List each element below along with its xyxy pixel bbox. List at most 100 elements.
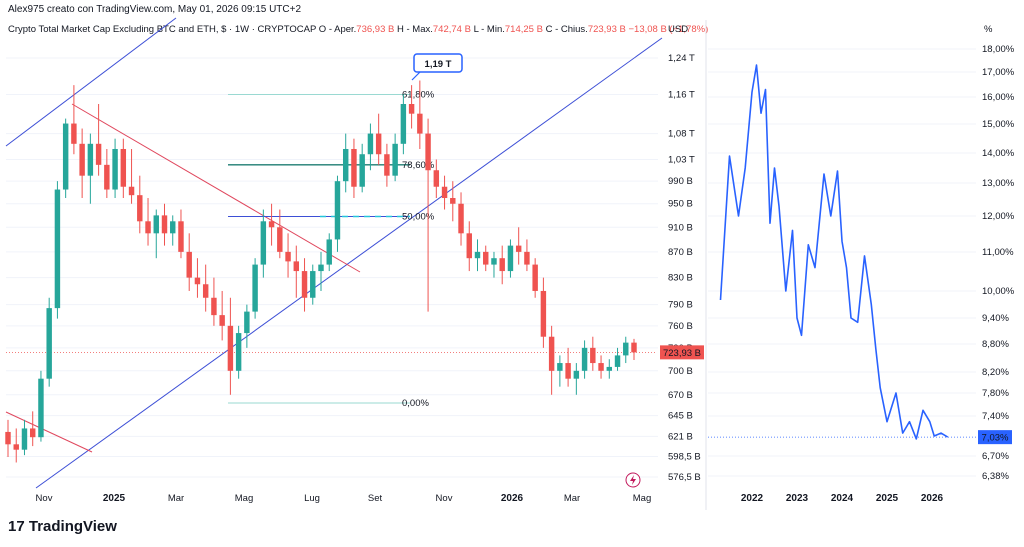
candle-body [46,308,52,379]
candle-body [29,428,36,438]
candle-body [548,336,555,371]
dominance-axis-tick: 6,70% [982,451,1009,462]
candle-body [120,148,127,187]
candle-body [491,258,497,265]
candle-body [54,189,61,309]
price-axis-tick: 598,5 B [668,452,701,463]
candle-body [441,186,448,199]
dominance-last-value-tag [978,430,1012,445]
candle-body [170,221,176,234]
last-price-label: 723,93 B [663,348,701,359]
price-axis-tick: 1,24 T [668,53,695,64]
dominance-last-value-label: 7,03% [982,433,1009,444]
short-descending-trendline [5,411,93,453]
dominance-axis-tick: 10,00% [982,286,1015,297]
candle-body [598,363,604,371]
candle-body [623,342,629,356]
candle-body [581,347,588,371]
candle-body [285,251,291,262]
candle-body [590,347,596,364]
candle-body [326,239,332,265]
change-value: −13,08 B (−1,78%) [628,24,709,35]
candle-body [483,251,489,265]
price-axis-tick: 1,08 T [668,129,695,140]
dominance-axis-tick: 6,38% [982,471,1009,482]
dominance-time-axis-tick: 2025 [876,493,899,504]
time-axis-tick: Set [368,493,383,504]
candle-body [375,133,382,155]
ascending-trendline [35,37,663,489]
price-axis-tick: 645 B [668,411,693,422]
time-axis-tick: Nov [36,493,53,504]
candle-body [277,227,283,252]
candle-body [425,133,431,171]
symbol-legend: Crypto Total Market Cap Excluding BTC an… [8,24,708,35]
open-value: 736,93 B [356,24,395,35]
time-axis-tick: 2026 [501,493,524,504]
candle-body [145,221,151,234]
last-price-tag [660,345,704,360]
candle-body [540,290,547,337]
candle-body [557,363,563,371]
lightning-icon-bolt [630,475,636,485]
candle-body [227,325,234,371]
candle-body [359,154,365,187]
candle-body [334,181,341,240]
dominance-axis-tick: 11,00% [982,247,1014,258]
dominance-axis-tick: 9,40% [982,313,1009,324]
peak-callout: 1,19 T [411,53,463,81]
price-axis-tick: 910 B [668,222,693,233]
close-label: C - Chius. [545,24,588,35]
candle-body [532,264,538,291]
candle-body [194,277,201,285]
dominance-axis-tick: 17,00% [982,67,1015,78]
peak-callout-label: 1,19 T [425,59,452,70]
candle-body [161,215,168,234]
dominance-time-axis-tick: 2026 [921,493,944,504]
candle-body [244,311,250,334]
candle-body [301,271,308,298]
candle-body [260,221,267,265]
candle-body [137,195,143,222]
candle-body [450,198,456,204]
time-axis-tick: Mar [168,493,184,504]
candle-body [367,133,374,155]
price-axis-tick: 621 B [668,431,693,442]
candle-body [507,245,514,272]
candle-body [458,203,464,234]
dominance-axis-unit: % [984,24,993,35]
dominance-axis-tick: 14,00% [982,148,1015,159]
time-axis-tick: Mag [633,493,651,504]
candle-body [153,215,159,234]
candle-body [631,342,637,353]
price-axis-tick: 870 B [668,247,693,258]
brand-name: TradingView [28,518,117,535]
time-axis-tick: Mag [235,493,253,504]
candle-body [178,221,184,252]
price-axis-tick: 830 B [668,273,693,284]
descending-trendline [71,103,361,273]
candle-body [614,355,621,367]
low-label: L - Min. [473,24,505,35]
tradingview-logo-icon: 17 [8,518,29,535]
candle-body [219,315,225,326]
dominance-axis-tick: 8,20% [982,367,1009,378]
candle-body [293,261,300,272]
candle-body [351,148,357,187]
candle-body [474,251,481,259]
price-axis-unit: USD [668,24,688,35]
candle-body [252,264,258,312]
candle-body [202,284,209,298]
dominance-series-line [719,64,949,440]
dominance-axis-tick: 13,00% [982,178,1015,189]
dominance-axis-tick: 7,80% [982,388,1009,399]
candle-body [186,251,192,278]
close-value: 723,93 B [587,24,626,35]
candle-body [211,297,217,316]
candle-body [38,378,44,438]
candle-body [318,264,324,272]
candle-body [417,113,423,134]
price-axis-tick: 700 B [668,366,693,377]
dominance-time-axis-tick: 2024 [831,493,854,504]
